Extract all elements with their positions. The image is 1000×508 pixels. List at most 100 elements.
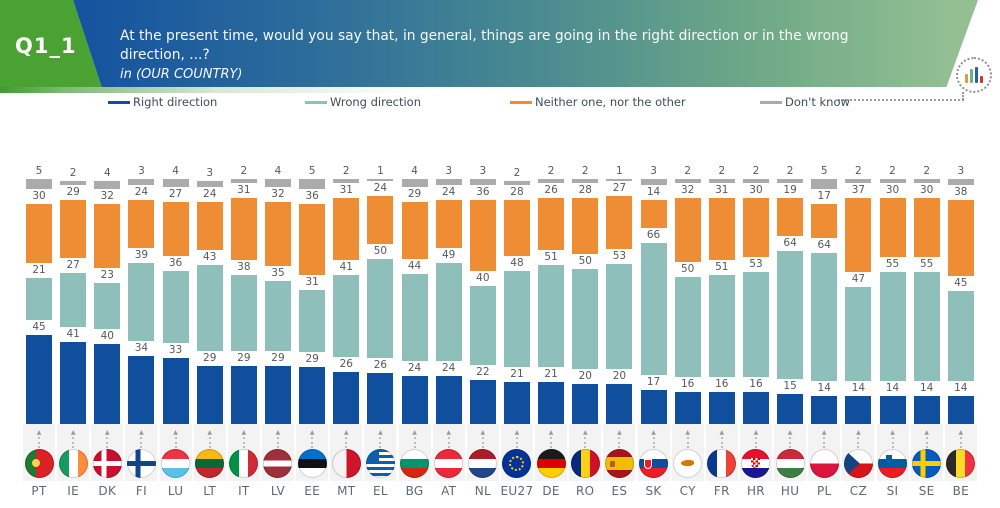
bar-stack-lt: 3 24 43 29 [193,164,227,424]
column-base-cz: ▲ [842,424,875,481]
bar-segment-dont_know [299,179,326,189]
flag-icon-nl [468,449,498,478]
bar-segment-dont_know [538,179,565,183]
value-label-right_direction: 29 [203,352,217,364]
bar-segment-wrong_direction [811,253,838,381]
legend-item-wrong_direction: Wrong direction [305,95,421,109]
column-base-hr: ▲ [739,424,772,481]
mini-bar-1 [970,69,973,83]
value-label-wrong_direction: 50 [578,255,592,267]
up-arrow-icon: ▲ [685,429,690,436]
bar-stack-nl: 3 36 40 22 [466,164,500,424]
column-base-hu: ▲ [774,424,807,481]
bar-segment-right_direction [606,384,633,424]
dotted-leader [789,437,792,448]
bar-segment-dont_know [845,179,872,183]
bar-segment-wrong_direction [572,269,599,369]
bar-segment-neither [469,199,496,272]
bar-segment-wrong_direction [435,263,462,361]
value-label-dont_know: 4 [274,165,282,177]
bar-segment-wrong_direction [230,275,257,351]
value-label-wrong_direction: 21 [32,264,46,277]
legend-label-wrong_direction: Wrong direction [330,95,422,109]
country-code-label: DE [542,484,560,498]
bar-segment-dont_know [674,179,701,183]
legend-label-neither: Neither one, nor the other [535,95,686,109]
column-base-at: ▲ [432,424,465,481]
bar-segment-dont_know [230,179,257,183]
country-column-ee: 5 36 31 29 ▲ EE [295,164,329,498]
bar-segment-wrong_direction [333,275,360,357]
bar-segment-right_direction [811,396,838,424]
value-label-neither: 32 [680,184,695,196]
country-code-label: CZ [849,484,867,498]
bar-stack-be: 3 38 45 14 [944,164,978,424]
header-banner: Q1_1 At the present time, would you say … [0,0,1000,88]
value-label-dont_know: 4 [172,165,179,177]
bar-segment-wrong_direction [128,263,155,341]
dotted-leader [413,437,416,448]
country-column-it: 2 31 38 29 ▲ IT [227,164,261,498]
bar-segment-dont_know [879,179,906,183]
country-column-dk: 4 32 23 40 ▲ DK [90,164,124,498]
value-label-neither: 37 [851,184,866,196]
value-label-neither: 24 [373,181,388,194]
question-id: Q1_1 [15,34,77,58]
bar-segment-right_direction [94,344,121,424]
bar-segment-right_direction [913,396,940,424]
legend-item-right_direction: Right direction [108,95,217,109]
value-label-dont_know: 3 [650,165,657,177]
value-label-wrong_direction: 55 [885,258,900,271]
flag-icon-ro [570,449,600,478]
value-label-right_direction: 29 [237,352,251,364]
value-label-wrong_direction: 38 [237,261,251,273]
bar-segment-wrong_direction [538,265,565,367]
value-label-right_direction: 45 [32,320,46,333]
flag-icon-dk [92,449,122,478]
dotted-leader [242,437,245,448]
country-column-ro: 2 28 50 20 ▲ RO [568,164,602,498]
bar-segment-right_direction [742,392,769,424]
country-code-label: PL [816,484,832,498]
value-label-right_direction: 17 [646,376,661,388]
value-label-neither: 27 [612,181,627,194]
column-base-de: ▲ [535,424,568,481]
bar-segment-right_direction [435,376,462,424]
up-arrow-icon: ▲ [241,429,247,436]
value-label-wrong_direction: 41 [339,261,353,273]
bar-segment-neither [708,198,735,260]
value-label-neither: 27 [168,188,183,200]
dotted-leader [38,437,40,448]
bar-segment-neither [538,198,565,250]
bar-segment-right_direction [60,342,87,424]
bar-stack-bg: 4 29 44 24 [398,164,432,424]
value-label-dont_know: 3 [445,165,453,177]
bar-segment-wrong_direction [26,278,52,320]
bar-segment-neither [742,197,769,258]
dotted-leader [652,437,655,448]
bar-segment-dont_know [606,178,633,181]
country-column-lt: 3 24 43 29 ▲ LT [193,164,227,498]
bar-segment-right_direction [333,372,360,424]
dotted-leader [208,437,211,448]
dotted-leader [72,437,75,448]
value-label-wrong_direction: 48 [510,257,524,269]
bar-segment-right_direction [196,366,223,424]
value-label-neither: 31 [715,184,729,196]
value-label-dont_know: 3 [206,167,214,179]
value-label-right_direction: 33 [168,344,183,356]
bar-segment-dont_know [435,179,462,185]
bar-stack-lv: 4 32 35 29 [261,164,295,424]
bar-stack-de: 2 26 51 21 [534,164,568,424]
up-arrow-icon: ▲ [958,429,964,436]
value-label-neither: 30 [32,189,46,202]
bar-segment-wrong_direction [503,271,530,367]
country-code-label: AT [441,484,457,498]
bar-segment-wrong_direction [196,265,223,351]
bar-segment-right_direction [640,390,667,424]
bar-segment-right_direction [264,366,291,424]
bar-segment-wrong_direction [94,283,121,329]
up-arrow-icon: ▲ [548,429,554,436]
value-label-wrong_direction: 31 [305,276,319,289]
up-arrow-icon: ▲ [173,429,178,436]
